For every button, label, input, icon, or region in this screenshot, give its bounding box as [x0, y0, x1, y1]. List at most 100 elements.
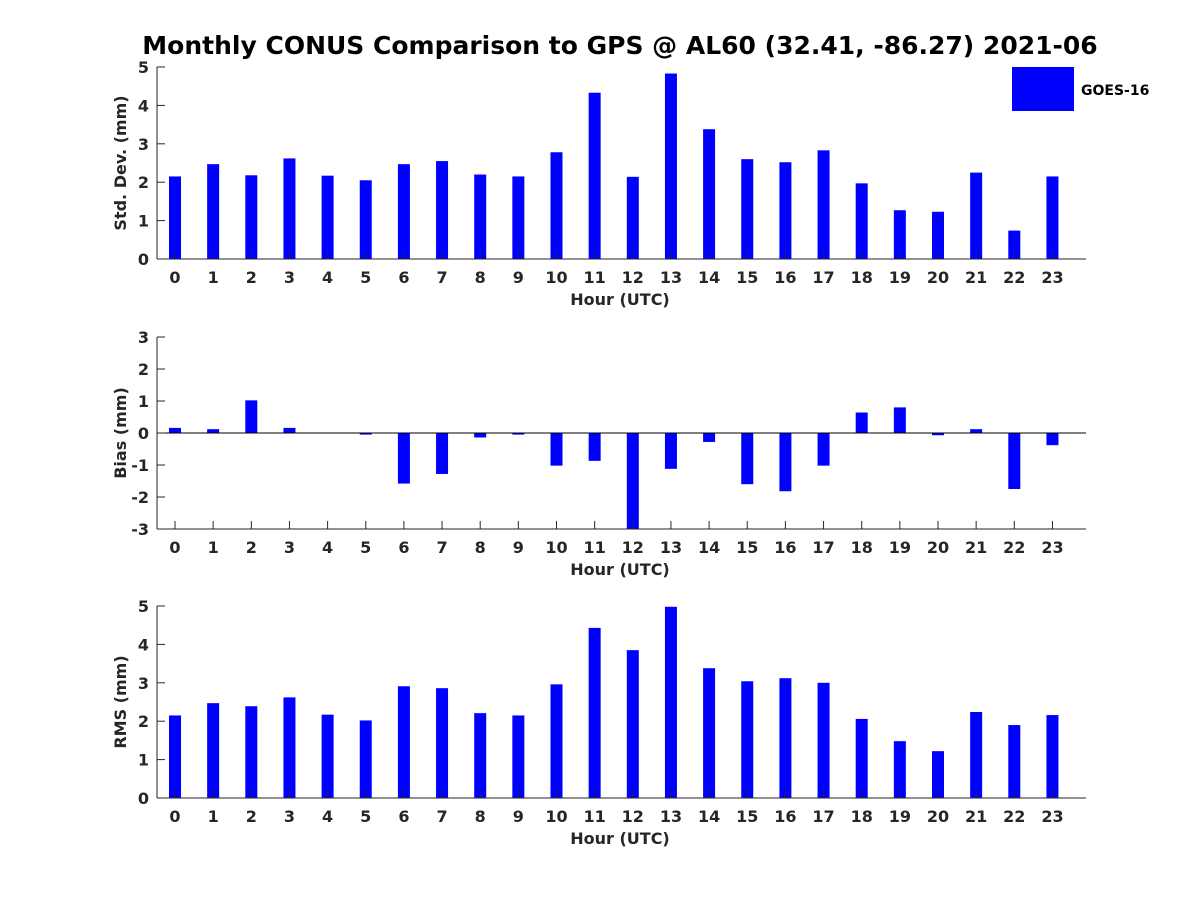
bias-bar-14 — [703, 433, 716, 442]
std-dev-x-tick-label: 11 — [584, 268, 606, 287]
std-dev-x-tick-label: 18 — [851, 268, 873, 287]
bias-bar-12 — [626, 433, 639, 529]
std-dev-x-tick-label: 14 — [698, 268, 720, 287]
bias-bar-22 — [1008, 433, 1021, 489]
bias-x-tick-label: 11 — [584, 538, 606, 557]
rms-bar-14 — [703, 668, 716, 798]
std-dev-x-tick-label: 16 — [774, 268, 796, 287]
rms-bar-19 — [893, 741, 906, 798]
rms-bar-13 — [664, 606, 677, 798]
rms-x-tick-label: 16 — [774, 807, 796, 826]
rms-bar-16 — [779, 678, 792, 798]
rms-bar-7 — [436, 688, 449, 798]
bias-y-tick-label: -2 — [131, 488, 149, 507]
std-dev-bar-2 — [245, 175, 258, 259]
bias-bar-15 — [741, 433, 754, 485]
bias-x-tick-label: 9 — [513, 538, 524, 557]
std-dev-bar-10 — [550, 152, 563, 259]
std-dev-bar-17 — [817, 150, 830, 259]
std-dev-bar-11 — [588, 92, 601, 259]
rms-y-tick-label: 2 — [138, 712, 149, 731]
rms-x-tick-label: 1 — [208, 807, 219, 826]
bias-x-tick-label: 6 — [398, 538, 409, 557]
std-dev-x-tick-label: 4 — [322, 268, 333, 287]
std-dev-x-tick-label: 8 — [475, 268, 486, 287]
std-dev-bar-5 — [359, 180, 372, 259]
rms-bar-21 — [970, 711, 983, 798]
std-dev-bar-20 — [932, 211, 944, 259]
bias-bar-1 — [207, 429, 220, 433]
rms-x-tick-label: 14 — [698, 807, 720, 826]
bias-y-tick-label: -1 — [131, 456, 149, 475]
std-dev-bar-1 — [207, 164, 220, 259]
rms-y-tick-label: 1 — [138, 751, 149, 770]
std-dev-bar-7 — [436, 161, 449, 259]
rms-x-tick-label: 6 — [398, 807, 409, 826]
bias-bar-20 — [932, 433, 944, 436]
bias-x-tick-label: 15 — [736, 538, 758, 557]
bias-x-tick-label: 19 — [889, 538, 911, 557]
bias-x-tick-label: 1 — [208, 538, 219, 557]
bias-y-tick-label: 0 — [138, 424, 149, 443]
rms-bar-3 — [283, 697, 296, 798]
rms-x-tick-label: 9 — [513, 807, 524, 826]
std-dev-x-tick-label: 1 — [208, 268, 219, 287]
bias-bar-7 — [436, 433, 449, 474]
rms-bar-11 — [588, 627, 601, 798]
bias-bar-3 — [283, 427, 296, 433]
rms-bar-12 — [626, 650, 639, 798]
bias-bar-11 — [588, 433, 601, 461]
std-dev-bar-18 — [855, 183, 868, 259]
bias-x-tick-label: 8 — [475, 538, 486, 557]
std-dev-x-tick-label: 10 — [545, 268, 567, 287]
rms-x-tick-label: 11 — [584, 807, 606, 826]
rms-bar-15 — [741, 681, 754, 798]
rms-x-tick-label: 22 — [1003, 807, 1025, 826]
std-dev-x-tick-label: 21 — [965, 268, 987, 287]
rms-x-tick-label: 5 — [360, 807, 371, 826]
rms-x-tick-label: 2 — [246, 807, 257, 826]
rms-x-tick-label: 0 — [169, 807, 180, 826]
std-dev-y-axis-label: Std. Dev. (mm) — [111, 95, 130, 230]
rms-bar-2 — [245, 706, 258, 798]
std-dev-bar-0 — [169, 176, 181, 259]
rms-y-axis-label: RMS (mm) — [111, 655, 130, 748]
rms-bar-0 — [169, 715, 181, 798]
std-dev-x-tick-label: 0 — [169, 268, 180, 287]
bias-x-tick-label: 18 — [851, 538, 873, 557]
std-dev-x-tick-label: 15 — [736, 268, 758, 287]
bias-x-tick-label: 20 — [927, 538, 949, 557]
std-dev-x-tick-label: 12 — [622, 268, 644, 287]
bias-x-tick-label: 16 — [774, 538, 796, 557]
rms-y-tick-label: 0 — [138, 789, 149, 808]
rms-x-tick-label: 15 — [736, 807, 758, 826]
std-dev-x-tick-label: 3 — [284, 268, 295, 287]
bias-bar-19 — [893, 407, 906, 433]
std-dev-bar-4 — [321, 175, 334, 259]
bias-bar-18 — [855, 412, 868, 433]
bias-bar-17 — [817, 433, 830, 466]
std-dev-x-tick-label: 9 — [513, 268, 524, 287]
rms-x-tick-label: 18 — [851, 807, 873, 826]
std-dev-bar-12 — [626, 176, 639, 259]
bias-bar-5 — [359, 433, 372, 435]
std-dev-x-tick-label: 13 — [660, 268, 682, 287]
std-dev-y-tick-label: 3 — [138, 135, 149, 154]
bias-bar-9 — [512, 433, 525, 435]
std-dev-bar-22 — [1008, 230, 1021, 259]
std-dev-x-tick-label: 7 — [436, 268, 447, 287]
std-dev-y-tick-label: 0 — [138, 250, 149, 269]
bias-bar-10 — [550, 433, 563, 466]
std-dev-bar-19 — [893, 210, 906, 259]
bias-bar-0 — [169, 427, 181, 433]
rms-bar-23 — [1046, 715, 1059, 798]
bias-y-tick-label: 2 — [138, 360, 149, 379]
rms-x-tick-label: 7 — [436, 807, 447, 826]
std-dev-bar-15 — [741, 159, 754, 259]
bias-bar-23 — [1046, 433, 1059, 446]
bias-x-tick-label: 4 — [322, 538, 333, 557]
rms-bar-8 — [474, 713, 487, 798]
